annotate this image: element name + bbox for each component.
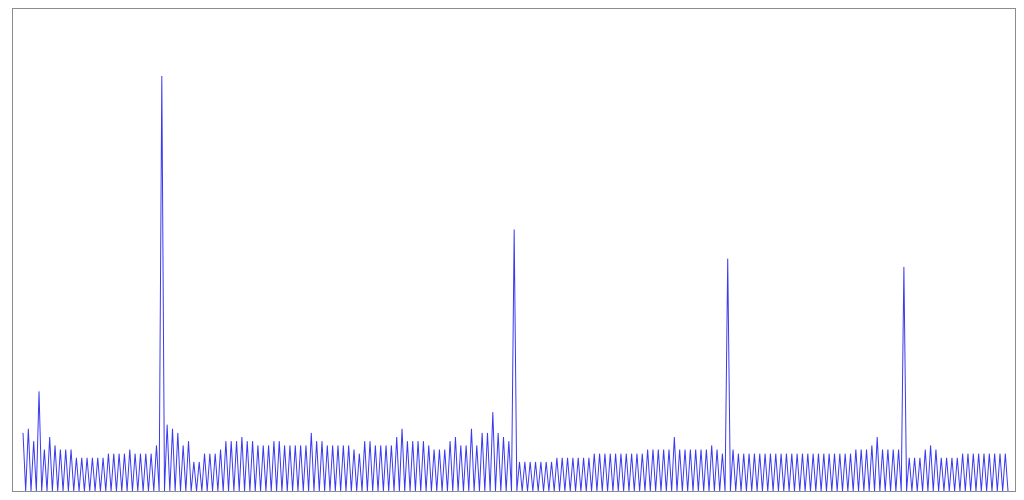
series-layer: [22, 75, 1009, 492]
series-line-1: [22, 75, 1009, 492]
